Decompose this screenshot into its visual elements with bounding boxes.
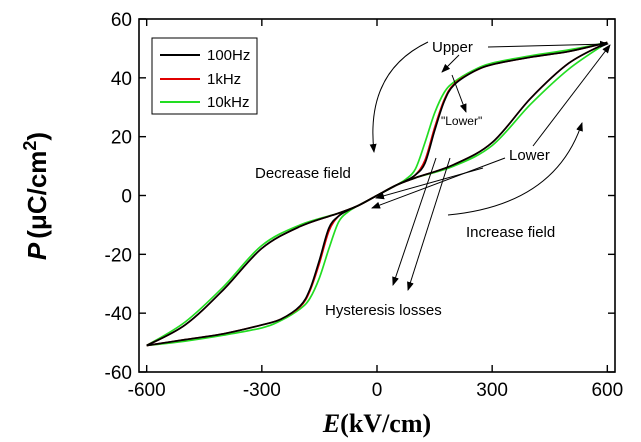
annotation-increase-field: Increase field [466, 224, 555, 241]
y-axis-label-unit: (μC/cm [22, 151, 52, 239]
arrow-increase-field-curve [447, 122, 583, 216]
y-axis-label: P (μC/cm2) [20, 132, 52, 260]
x-tick-label: -300 [243, 380, 281, 401]
x-tick-label: 600 [591, 380, 623, 401]
y-axis-label-sup: 2 [20, 141, 40, 151]
arrow-losses-2 [407, 157, 451, 291]
x-tick-label: 300 [476, 380, 508, 401]
y-tick-label: -40 [105, 304, 132, 325]
legend-label-100hz: 100Hz [207, 47, 250, 64]
series-100hz-lower-branch [146, 41, 608, 347]
arrow-lower-to-origin [371, 157, 506, 209]
annotation-quoted-lower: "Lower" [441, 114, 482, 128]
arrow-quoted-lower [451, 74, 467, 113]
arrow-upper-to-tip [487, 40, 609, 48]
x-tick-label: -600 [128, 380, 166, 401]
legend-label-1khz: 1kHz [207, 71, 241, 88]
y-tick-label: 20 [111, 128, 132, 149]
legend: 100Hz 1kHz 10kHz [151, 37, 258, 115]
annotation-hysteresis-losses: Hysteresis losses [325, 302, 442, 319]
annotation-arrows [369, 40, 611, 291]
annotation-upper: Upper [432, 39, 473, 56]
arrow-losses-1 [392, 157, 437, 286]
y-tick-label: 40 [111, 69, 132, 90]
annotation-decrease-field: Decrease field [255, 165, 351, 182]
arrow-upper-to-curve [441, 54, 460, 73]
y-tick-label: 0 [121, 187, 132, 208]
y-tick-label: -60 [105, 363, 132, 384]
annotation-lower: Lower [509, 147, 550, 164]
y-tick-label: 60 [111, 10, 132, 31]
series-10khz-lower-branch [146, 41, 608, 347]
series-100hz-upper-branch [146, 41, 608, 347]
x-axis-label: E(kV/cm) [322, 409, 431, 438]
x-axis-label-unit: (kV/cm) [340, 409, 431, 438]
arrow-lower-to-tip [532, 44, 611, 147]
x-axis-label-symbol: E [322, 409, 340, 438]
curves-group [146, 41, 608, 347]
arrow-decrease-field-curve [369, 41, 429, 153]
series-10khz-upper-branch [146, 41, 608, 347]
y-axis-label-close: ) [22, 132, 52, 141]
legend-label-10khz: 10kHz [207, 94, 250, 111]
y-tick-label: -20 [105, 245, 132, 266]
ticks-group: -600 -300 0 300 600 -60 -40 -20 0 20 40 60 [105, 10, 624, 401]
y-axis-label-symbol: P [22, 242, 52, 260]
x-tick-label: 0 [372, 380, 383, 401]
